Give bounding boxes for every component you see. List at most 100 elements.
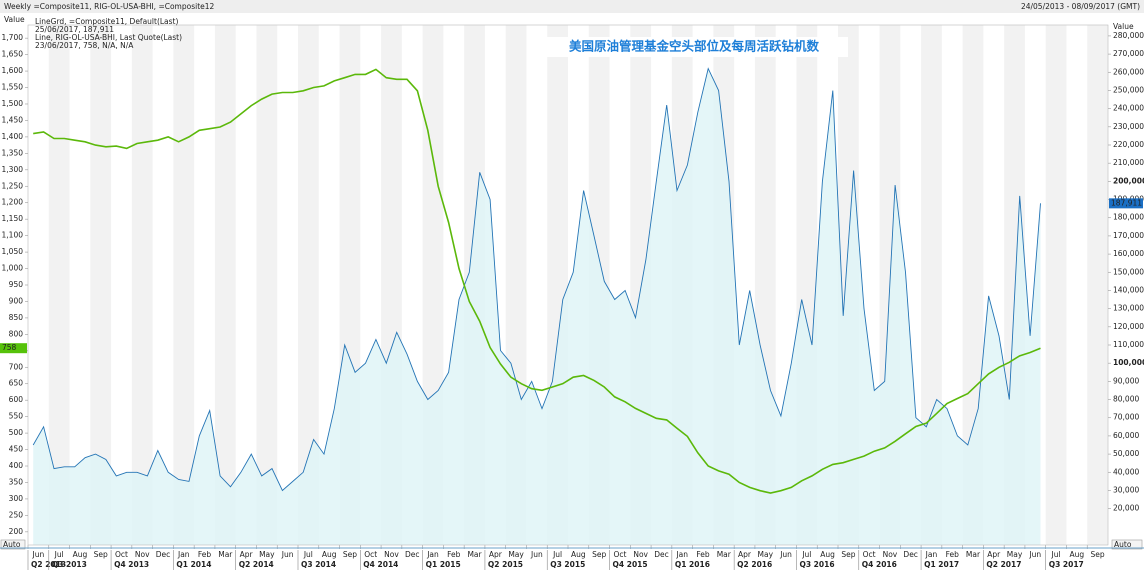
quarter-label: Q4 2016 [862, 560, 897, 569]
x-tick-label: Jun [32, 550, 45, 559]
auto-left[interactable]: Auto [3, 540, 21, 549]
quarter-label: Q3 2015 [550, 560, 585, 569]
last-value-label: 758 [2, 343, 17, 352]
x-tick-label: Sep [592, 550, 606, 559]
header-left: Weekly =Composite11, RIG-OL-USA-BHI, =Co… [4, 2, 215, 11]
legend-detail: 23/06/2017, 758, N/A, N/A [35, 41, 134, 50]
y-tick-label: 450 [9, 445, 24, 454]
quarter-label: Q3 2017 [1049, 560, 1084, 569]
y-tick-label: 300 [9, 494, 24, 503]
y-tick-label: 550 [9, 412, 24, 421]
y-tick-label: 1,250 [2, 181, 24, 190]
y-tick-label: 1,200 [2, 198, 24, 207]
quarter-label: Q4 2015 [613, 560, 648, 569]
month-band [1045, 25, 1067, 545]
title-box [540, 37, 848, 57]
y-tick-label: 1,000 [2, 264, 24, 273]
month-band [298, 25, 319, 545]
y2-tick-label: 140,000 [1113, 285, 1144, 294]
x-tick-label: Feb [447, 550, 461, 559]
x-tick-label: Dec [903, 550, 918, 559]
y-tick-label: 1,450 [2, 115, 24, 124]
last-value-label: 187,911 [1111, 198, 1142, 207]
month-band [48, 25, 70, 545]
x-tick-label: Aug [322, 550, 337, 559]
x-tick-label: Aug [1070, 550, 1085, 559]
y2-tick-label: 220,000 [1113, 140, 1144, 149]
y2-tick-label: 80,000 [1113, 395, 1139, 404]
y2-tick-label: 150,000 [1113, 267, 1144, 276]
x-tick-label: Jul [552, 550, 562, 559]
x-tick-label: Jan [675, 550, 688, 559]
auto-button[interactable] [1111, 539, 1143, 550]
x-tick-label: Apr [489, 550, 503, 559]
x-tick-label: Nov [883, 550, 898, 559]
y-tick-label: 350 [9, 477, 24, 486]
y2-tick-label: 260,000 [1113, 67, 1144, 76]
x-tick-label: Jan [177, 550, 190, 559]
x-tick-label: Mar [966, 550, 981, 559]
x-tick-label: Apr [987, 550, 1001, 559]
y2-tick-label: 90,000 [1113, 376, 1139, 385]
x-tick-label: Aug [820, 550, 835, 559]
chart-title: 美国原油管理基金空头部位及每周活跃钻机数 [569, 39, 820, 54]
x-tick-label: Sep [94, 550, 108, 559]
x-tick-label: Jul [54, 550, 64, 559]
quarter-label: Q1 2017 [924, 560, 959, 569]
x-tick-label: Feb [946, 550, 960, 559]
x-tick-label: Nov [384, 550, 399, 559]
y-tick-label: 900 [9, 296, 24, 305]
x-tick-label: Dec [654, 550, 669, 559]
x-tick-label: May [508, 550, 524, 559]
x-tick-label: Jun [530, 550, 543, 559]
legend-label: Line, RIG-OL-USA-BHI, Last Quote(Last) [35, 33, 182, 42]
x-tick-label: Mar [467, 550, 482, 559]
y-tick-label: 1,150 [2, 214, 24, 223]
y2-tick-label: 100,000 [1113, 358, 1144, 367]
x-tick-label: Jun [1028, 550, 1041, 559]
y-tick-label: 200 [9, 527, 24, 536]
y2-tick-label: 180,000 [1113, 213, 1144, 222]
month-band [1087, 25, 1108, 545]
quarter-label: Q3 2013 [52, 560, 87, 569]
auto-button[interactable] [0, 539, 26, 550]
y2-tick-label: 270,000 [1113, 49, 1144, 58]
x-tick-label: May [259, 550, 275, 559]
y-tick-label: 950 [9, 280, 24, 289]
quarter-label: Q2 2014 [239, 560, 274, 569]
x-tick-label: Apr [240, 550, 254, 559]
y-tick-label: 400 [9, 461, 24, 470]
month-band [173, 25, 195, 545]
header-bar [0, 0, 1144, 13]
last-value-flag [0, 343, 27, 354]
quarter-label: Q4 2014 [363, 560, 398, 569]
y2-tick-label: 170,000 [1113, 231, 1144, 240]
x-tick-label: Feb [696, 550, 710, 559]
x-tick-label: Sep [841, 550, 855, 559]
last-value-flag [1109, 198, 1143, 209]
y2-tick-label: 230,000 [1113, 122, 1144, 131]
auto-right[interactable]: Auto [1114, 540, 1132, 549]
x-tick-label: Sep [1091, 550, 1105, 559]
y2-tick-label: 30,000 [1113, 485, 1139, 494]
area [33, 68, 1041, 545]
x-tick-label: Jan [925, 550, 938, 559]
y-tick-label: 700 [9, 362, 24, 371]
y-tick-label: 1,050 [2, 247, 24, 256]
y-tick-label: 1,600 [2, 66, 24, 75]
x-tick-label: Oct [863, 550, 876, 559]
y2-axis-label: Value [1113, 22, 1134, 31]
x-tick-label: Oct [115, 550, 128, 559]
y-tick-label: 600 [9, 395, 24, 404]
y2-tick-label: 250,000 [1113, 85, 1144, 94]
x-tick-label: Apr [738, 550, 752, 559]
quarter-label: Q1 2015 [426, 560, 461, 569]
x-tick-label: Feb [198, 550, 212, 559]
y2-tick-label: 200,000 [1113, 176, 1144, 185]
y2-tick-label: 120,000 [1113, 322, 1144, 331]
y2-tick-label: 60,000 [1113, 431, 1139, 440]
quarter-label: Q2 2015 [488, 560, 523, 569]
y-tick-label: 1,500 [2, 99, 24, 108]
y2-tick-label: 210,000 [1113, 158, 1144, 167]
